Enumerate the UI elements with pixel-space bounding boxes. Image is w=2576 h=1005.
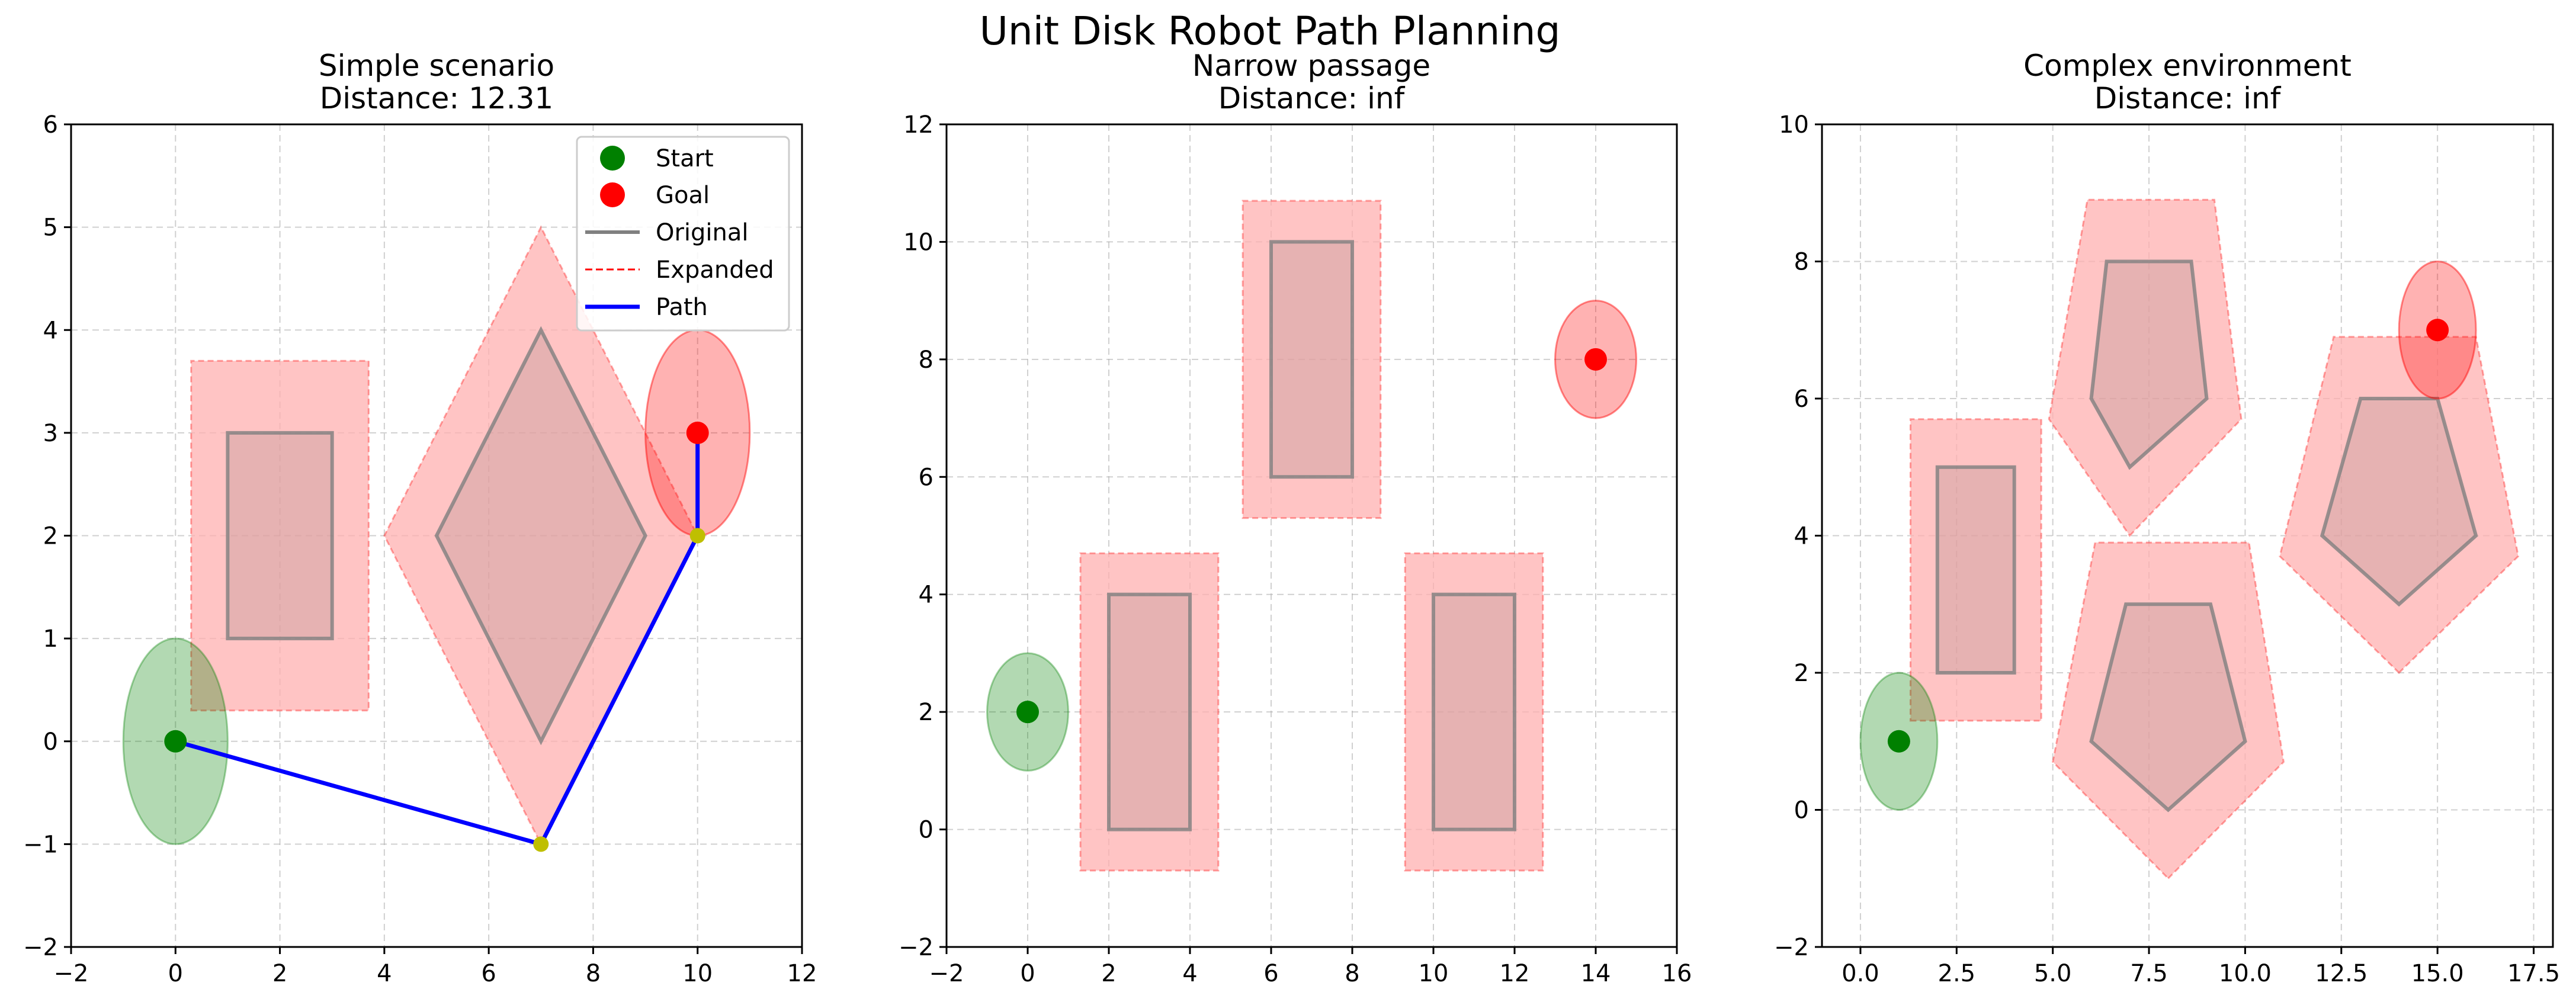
- original-obstacle: [2089, 259, 2209, 470]
- x-tick-label: 0: [168, 960, 183, 987]
- legend-original-label: Original: [656, 219, 749, 246]
- x-tick-label: 6: [1263, 960, 1278, 987]
- x-tick-label: 14: [1581, 960, 1611, 987]
- legend-goal-label: Goal: [656, 182, 710, 209]
- expanded-obstacle: [1242, 200, 1382, 519]
- x-tick-label: 5.0: [2034, 960, 2072, 987]
- panel-2-title: Narrow passage: [1192, 49, 1430, 83]
- panel-1-subtitle: Distance: 12.31: [320, 81, 554, 115]
- original-obstacle: [1935, 465, 2016, 675]
- y-tick-label: 2: [1794, 660, 1809, 687]
- expanded-obstacle: [1909, 418, 2042, 722]
- y-tick-label: 4: [43, 317, 58, 344]
- x-tick-label: 7.5: [2130, 960, 2168, 987]
- waypoint-marker: [689, 528, 705, 544]
- x-tick-label: 0.0: [1842, 960, 1879, 987]
- goal-marker: [686, 421, 709, 444]
- y-tick-label: 10: [1779, 111, 1809, 139]
- y-tick-label: 1: [43, 625, 58, 653]
- expanded-obstacle: [190, 359, 370, 712]
- original-obstacle: [1432, 592, 1516, 831]
- x-tick-label: 10: [682, 960, 713, 987]
- y-tick-label: 3: [43, 420, 58, 447]
- y-tick-label: 4: [919, 582, 933, 609]
- waypoint-marker: [533, 836, 549, 852]
- y-tick-label: 5: [43, 214, 58, 242]
- expanded-obstacle: [1079, 552, 1220, 872]
- start-marker: [1016, 701, 1039, 724]
- panel-3-title: Complex environment: [2023, 49, 2352, 83]
- goal-marker: [1584, 348, 1607, 371]
- expanded-obstacle: [2279, 336, 2520, 675]
- panel-3-subtitle: Distance: inf: [2094, 81, 2282, 115]
- y-tick-label: 0: [919, 817, 933, 844]
- original-obstacle: [1107, 592, 1192, 831]
- x-tick-label: 2: [1101, 960, 1116, 987]
- y-tick-label: 12: [903, 111, 933, 139]
- legend-path-label: Path: [656, 294, 708, 321]
- plot-area: 0.0 2.5 5.0 7.5 10.0 12.5 15.0 17.5 −2 0 2 4 6 8 10: [1774, 111, 2560, 987]
- axes-frame: [945, 123, 1678, 948]
- original-obstacle: [2089, 602, 2247, 813]
- x-tick-label: 15.0: [2411, 960, 2464, 987]
- x-tick-label: 10.0: [2219, 960, 2272, 987]
- y-tick-label: 6: [919, 464, 933, 491]
- panel-complex-environment: Complex environment Distance: inf 0.0 2.5…: [1774, 49, 2560, 987]
- x-tick-label: 8: [586, 960, 601, 987]
- y-tick-label: 10: [903, 229, 933, 256]
- x-tick-label: 12.5: [2315, 960, 2368, 987]
- y-tick-label: 8: [1794, 249, 1809, 276]
- expanded-obstacle: [1404, 552, 1544, 872]
- plot-area: −2 0 2 4 6 8 10 12 14 16 −2 0 2 4 6 8 10 12: [899, 111, 1692, 987]
- y-tick-label: 0: [1794, 797, 1809, 824]
- original-obstacle: [434, 326, 647, 746]
- legend-box: [576, 136, 790, 332]
- panel-simple-scenario: Simple scenario Distance: 12.31 −2 0 2 4 6 8 1…: [23, 49, 817, 987]
- y-tick-label: −2: [899, 934, 933, 961]
- x-tick-label: 12: [787, 960, 817, 987]
- x-tick-label: 2: [272, 960, 287, 987]
- figure-title: Unit Disk Robot Path Planning: [980, 8, 1561, 54]
- x-tick-label: −2: [54, 960, 89, 987]
- expanded-obstacle: [2052, 541, 2285, 880]
- y-tick-label: 2: [919, 699, 933, 726]
- legend: Start Goal Original Expanded Path: [576, 136, 790, 332]
- goal-marker: [2426, 319, 2449, 342]
- y-tick-label: 0: [43, 728, 58, 756]
- legend-start-marker: [600, 146, 625, 171]
- start-marker: [1887, 730, 1910, 753]
- y-tick-label: 2: [43, 523, 58, 550]
- x-tick-label: 10: [1419, 960, 1449, 987]
- panel-1-title: Simple scenario: [319, 49, 554, 83]
- x-tick-label: 4: [377, 960, 392, 987]
- y-tick-label: 8: [919, 346, 933, 374]
- y-tick-label: 6: [43, 111, 58, 139]
- x-tick-label: 12: [1500, 960, 1530, 987]
- y-tick-label: 6: [1794, 386, 1809, 413]
- legend-start-label: Start: [656, 145, 714, 172]
- y-tick-label: −2: [23, 934, 58, 961]
- x-tick-label: 6: [481, 960, 496, 987]
- x-tick-label: 16: [1662, 960, 1692, 987]
- start-marker: [164, 730, 187, 753]
- x-tick-label: 8: [1345, 960, 1359, 987]
- legend-goal-marker: [600, 182, 625, 207]
- legend-expanded-label: Expanded: [656, 256, 774, 284]
- y-tick-label: −1: [23, 831, 58, 858]
- path-line: [175, 432, 700, 846]
- y-tick-label: −2: [1774, 934, 1809, 961]
- panel-narrow-passage: Narrow passage Distance: inf −2 0 2 4 6 8 10 12…: [899, 49, 1692, 987]
- original-obstacle: [2320, 397, 2478, 607]
- panel-2-subtitle: Distance: inf: [1218, 81, 1406, 115]
- x-tick-label: 4: [1182, 960, 1197, 987]
- y-tick-label: 4: [1794, 523, 1809, 550]
- x-tick-label: −2: [929, 960, 964, 987]
- x-tick-label: 0: [1020, 960, 1035, 987]
- x-tick-label: 17.5: [2507, 960, 2560, 987]
- original-obstacle: [226, 431, 334, 641]
- original-obstacle: [1269, 240, 1354, 479]
- x-tick-label: 2.5: [1938, 960, 1976, 987]
